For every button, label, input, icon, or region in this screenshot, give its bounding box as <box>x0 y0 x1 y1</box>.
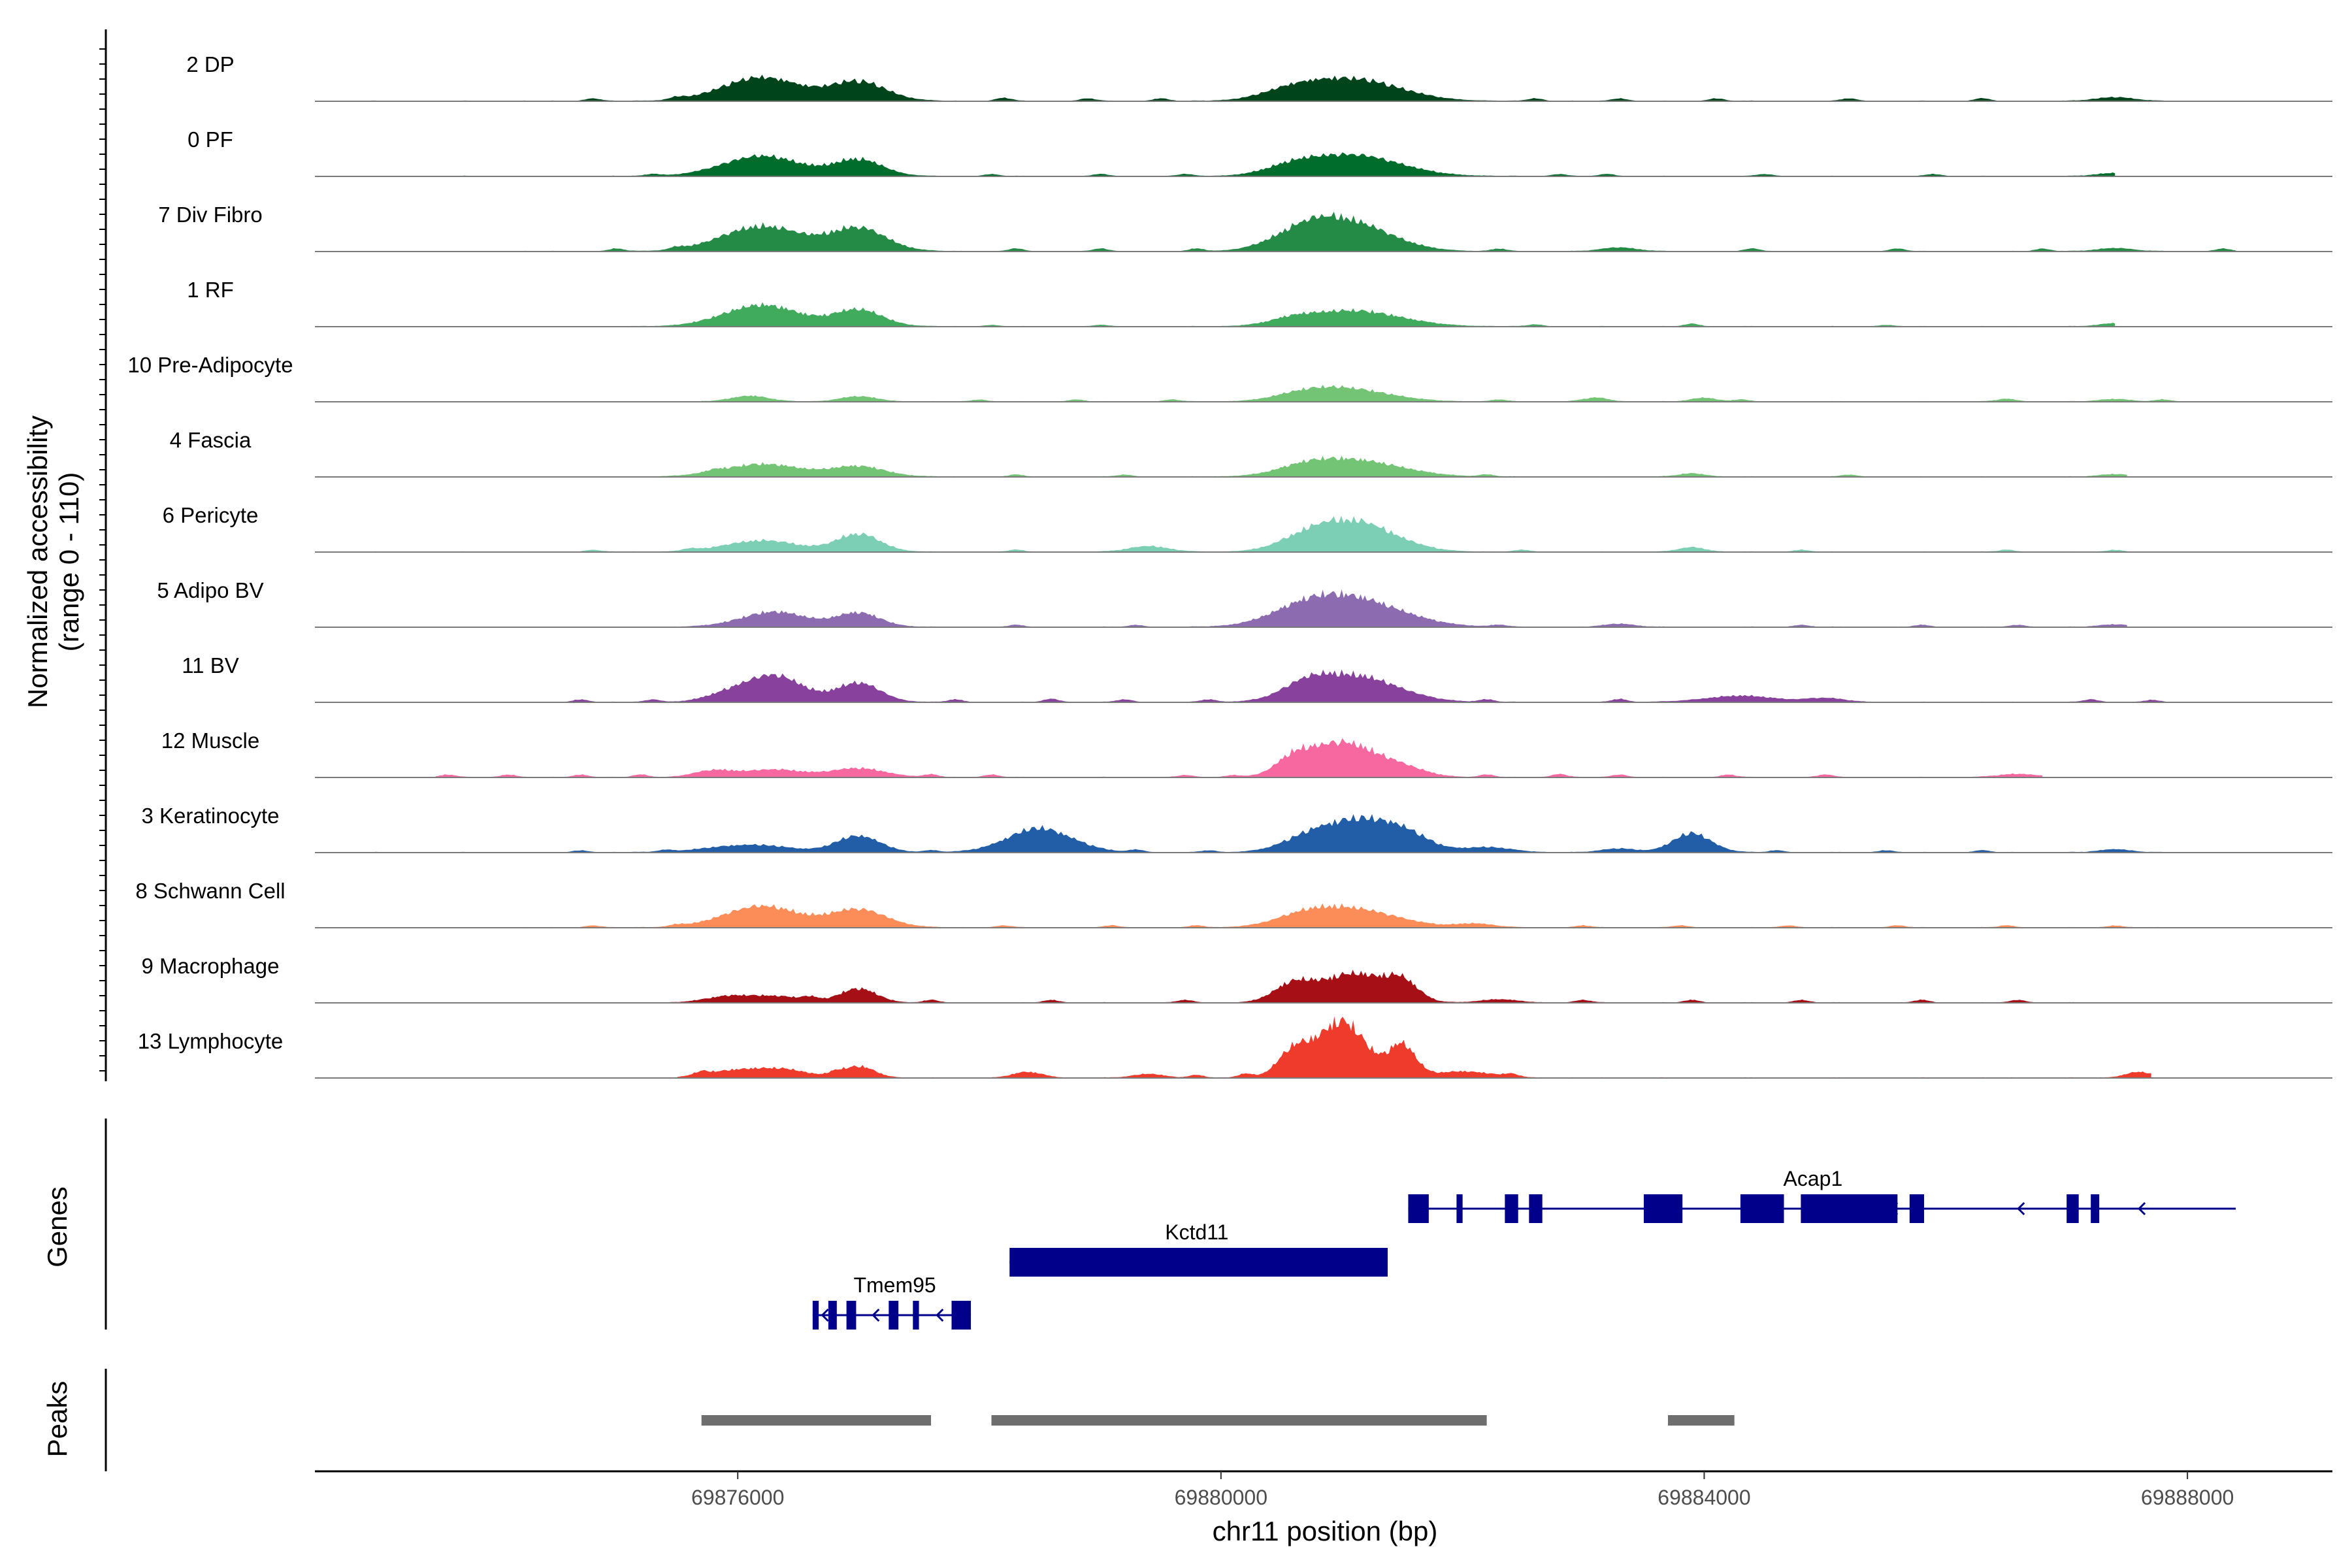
coverage-area <box>665 970 2115 1003</box>
track-label: 13 Lymphocyte <box>138 1029 284 1053</box>
coverage-area <box>496 903 2188 928</box>
track-label: 7 Div Fibro <box>158 203 263 227</box>
track-14: 13 Lymphocyte <box>138 1016 2332 1079</box>
track-12: 8 Schwann Cell <box>135 879 2332 928</box>
track-7: 6 Pericyte <box>163 503 2332 553</box>
track-3: 7 Div Fibro <box>158 203 2332 252</box>
coverage-area <box>520 212 2236 252</box>
genes-panel-label: Genes <box>42 1186 73 1267</box>
coverage-area <box>375 515 2127 552</box>
coverage-area <box>435 152 2115 176</box>
strand-arrow-icon <box>936 1308 944 1322</box>
accessibility-tracks: 2 DP 0 PF 7 Div Fibro 1 RF 10 Pre-Adipocyte 4… <box>127 52 2332 1079</box>
gene-tmem95: Tmem95 <box>812 1273 972 1330</box>
track-10: 12 Muscle <box>161 728 2332 778</box>
track-1: 2 DP <box>186 52 2332 102</box>
coverage-area <box>435 738 2043 777</box>
peak-region-track <box>701 1415 1735 1426</box>
track-9: 11 BV <box>182 653 2332 703</box>
gene-exon <box>1909 1194 1925 1223</box>
gene-exon <box>846 1301 857 1330</box>
strand-arrow-icon <box>1889 1201 1899 1216</box>
gene-exon <box>1801 1194 1898 1223</box>
track-label: 4 Fascia <box>170 428 252 452</box>
coverage-area <box>677 1016 2151 1078</box>
track-label: 6 Pericyte <box>163 503 259 527</box>
coverage-area <box>556 669 2188 702</box>
strand-arrow-icon <box>2138 1201 2146 1216</box>
gene-kctd11: Kctd11 <box>1009 1220 1388 1277</box>
y-axis-range-label: (range 0 - 110) <box>54 472 84 652</box>
gene-exon <box>1505 1194 1518 1223</box>
strand-arrow-icon <box>2017 1201 2025 1216</box>
track-label: 11 BV <box>182 653 238 678</box>
x-axis-label: chr11 position (bp) <box>1213 1516 1438 1546</box>
coverage-area <box>701 385 2212 402</box>
track-4: 1 RF <box>187 278 2332 327</box>
track-6: 4 Fascia <box>170 428 2332 478</box>
peak-region <box>991 1415 1487 1426</box>
track-label: 9 Macrophage <box>142 954 280 978</box>
x-tick-label: 69880000 <box>1175 1486 1267 1509</box>
gene-exon <box>889 1301 899 1330</box>
track-label: 3 Keratinocyte <box>142 804 280 828</box>
track-label: 0 PF <box>188 127 233 152</box>
gene-exon <box>1644 1194 1683 1223</box>
gene-exon <box>828 1301 837 1330</box>
coverage-area <box>617 302 2115 327</box>
x-tick-label: 69876000 <box>691 1486 784 1509</box>
track-label: 12 Muscle <box>161 728 259 753</box>
gene-exon <box>1408 1194 1429 1223</box>
gene-acap1: Acap1 <box>1408 1167 2236 1223</box>
gene-name-label: Acap1 <box>1784 1167 1843 1190</box>
strand-arrow-icon <box>872 1308 880 1322</box>
track-label: 8 Schwann Cell <box>135 879 285 903</box>
gene-exon <box>1456 1194 1463 1223</box>
gene-exon <box>951 1301 972 1330</box>
track-2: 0 PF <box>188 127 2332 177</box>
gene-exon <box>1740 1194 1784 1223</box>
peaks-panel-label: Peaks <box>42 1381 73 1458</box>
gene-exon <box>1529 1194 1543 1223</box>
y-axis-label: Normalized accessibility <box>22 416 53 708</box>
coverage-area <box>653 589 2127 627</box>
track-label: 10 Pre-Adipocyte <box>127 353 293 377</box>
track-11: 3 Keratinocyte <box>142 804 2332 853</box>
gene-name-label: Tmem95 <box>853 1273 936 1297</box>
track-8: 5 Adipo BV <box>157 578 2332 628</box>
gene-annotation-track: Acap1 Kctd11 Tmem95 <box>812 1167 2236 1330</box>
axes: 69876000 69880000 69884000 69888000 <box>99 29 2332 1509</box>
coverage-area <box>375 814 2236 853</box>
track-label: 5 Adipo BV <box>157 578 263 602</box>
gene-exon <box>1009 1248 1388 1277</box>
gene-name-label: Kctd11 <box>1165 1220 1228 1244</box>
gene-exon <box>913 1301 919 1330</box>
strand-arrow-icon <box>821 1308 829 1322</box>
coverage-area <box>653 455 2127 477</box>
gene-exon <box>812 1301 819 1330</box>
peak-region <box>701 1415 932 1426</box>
peak-region <box>1667 1415 1735 1426</box>
track-label: 1 RF <box>187 278 234 302</box>
x-tick-label: 69884000 <box>1658 1486 1750 1509</box>
track-label: 2 DP <box>186 52 234 76</box>
track-5: 10 Pre-Adipocyte <box>127 353 2332 402</box>
x-tick-label: 69888000 <box>2141 1486 2234 1509</box>
gene-exon <box>2091 1194 2100 1223</box>
coverage-area <box>315 74 2224 101</box>
gene-exon <box>2066 1194 2079 1223</box>
track-13: 9 Macrophage <box>142 954 2332 1004</box>
